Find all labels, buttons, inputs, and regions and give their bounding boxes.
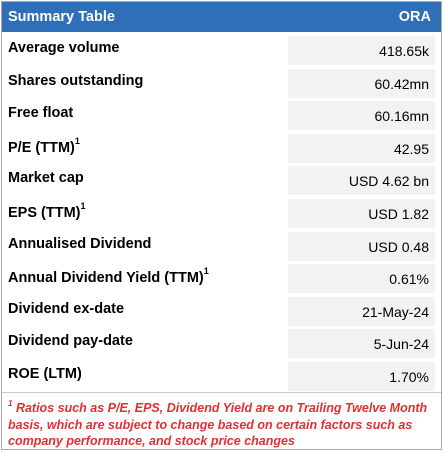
footnote: 1 Ratios such as P/E, EPS, Dividend Yiel… [2, 392, 441, 450]
table-row: Average volume 418.65k [2, 34, 441, 67]
row-label: Average volume [8, 40, 120, 56]
table-row: Market cap USD 4.62 bn [2, 164, 441, 197]
row-value: USD 0.48 [288, 231, 435, 261]
table-row: Annual Dividend Yield (TTM)1 0.61% [2, 262, 441, 295]
ticker-symbol: ORA [398, 9, 431, 25]
footnote-marker: 1 [80, 200, 86, 211]
table-row: Free float 60.16mn [2, 99, 441, 132]
row-value: 418.65k [288, 36, 435, 65]
row-label: Shares outstanding [8, 72, 144, 89]
row-value: 42.95 [288, 133, 435, 163]
table-title: Summary Table [8, 9, 115, 25]
table-row: Dividend pay-date 5-Jun-24 [2, 327, 441, 360]
row-value: 1.70% [288, 361, 435, 391]
row-label: P/E (TTM)1 [8, 135, 80, 156]
table-rows: Average volume 418.65k Shares outstandin… [2, 34, 441, 393]
row-label: Dividend ex-date [8, 300, 125, 317]
row-label: Dividend pay-date [8, 333, 133, 350]
row-value: 21-May-24 [288, 296, 435, 326]
footnote-marker: 1 [74, 135, 80, 146]
table-row: P/E (TTM)1 42.95 [2, 132, 441, 165]
row-label: ROE (LTM) [8, 365, 82, 382]
row-value: USD 1.82 [288, 198, 435, 228]
table-row: Shares outstanding 60.42mn [2, 67, 441, 100]
row-value: 60.16mn [288, 101, 435, 131]
row-label: EPS (TTM)1 [8, 200, 86, 221]
table-header: Summary Table ORA [2, 2, 441, 32]
table-row: Dividend ex-date 21-May-24 [2, 295, 441, 328]
row-value: 60.42mn [288, 68, 435, 98]
footnote-marker: 1 [203, 266, 209, 277]
row-label: Free float [8, 105, 74, 122]
table-row: EPS (TTM)1 USD 1.82 [2, 197, 441, 230]
table-row: ROE (LTM) 1.70% [2, 360, 441, 393]
row-label: Annual Dividend Yield (TTM)1 [8, 266, 209, 286]
table-row: Annualised Dividend USD 0.48 [2, 230, 441, 263]
row-label: Market cap [8, 170, 84, 187]
row-value: 5-Jun-24 [288, 329, 435, 359]
row-value: USD 4.62 bn [288, 166, 435, 196]
footnote-text: 1 Ratios such as P/E, EPS, Dividend Yiel… [8, 399, 428, 449]
row-value: 0.61% [288, 264, 435, 294]
row-label: Annualised Dividend [8, 235, 152, 252]
footnote-marker: 1 [8, 399, 13, 408]
